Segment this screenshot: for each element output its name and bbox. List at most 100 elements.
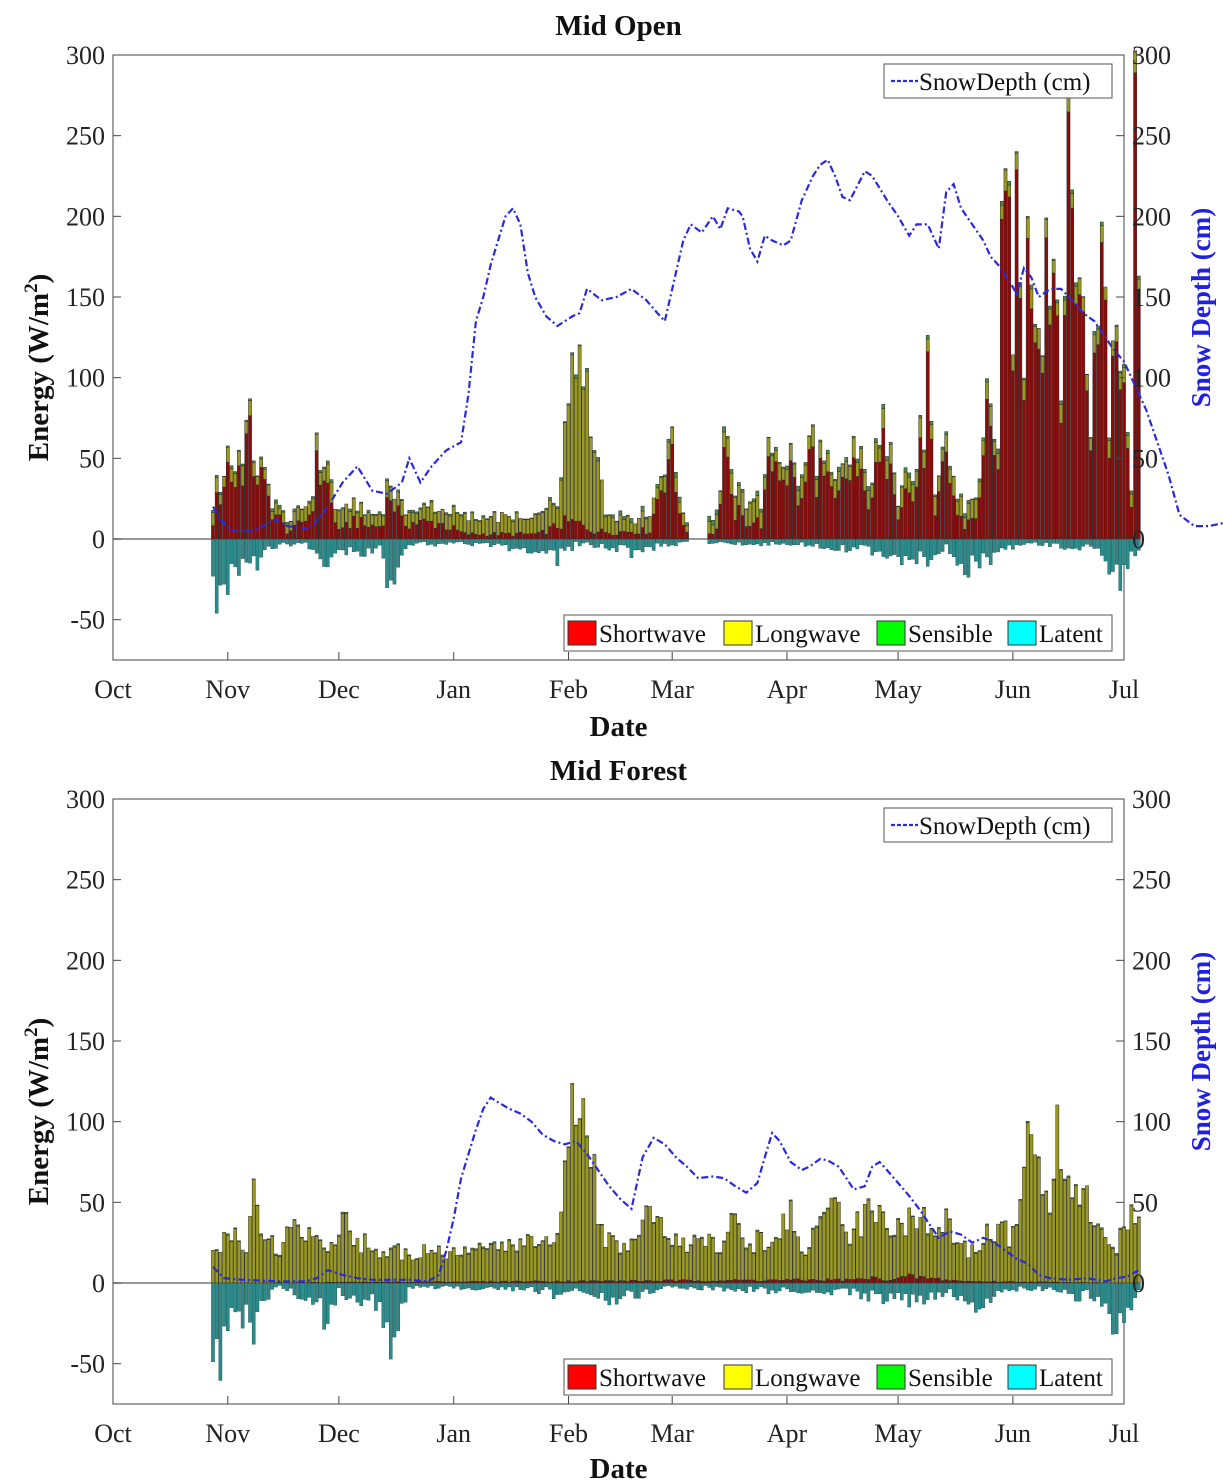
shortwave-bar [622,531,626,540]
y-tick-label: 150 [66,283,105,312]
sensible-bar [374,514,378,516]
shortwave-bar [929,438,934,540]
sensible-bar [1099,1227,1104,1230]
latent-bar [481,538,486,544]
latent-bar [481,1282,486,1289]
longwave-bar [714,1252,719,1282]
longwave-bar [414,513,419,525]
longwave-bar [1048,308,1052,326]
latent-bar [429,1282,434,1286]
shortwave-bar [533,533,537,540]
shortwave-bar [874,1276,878,1284]
longwave-bar [566,404,571,522]
latent-bar [426,538,430,546]
sensible-bar [655,1216,660,1218]
latent-bar [407,1282,412,1288]
sensible-bar [644,1205,649,1207]
shortwave-bar [633,1280,637,1284]
sensible-bar [274,499,278,504]
longwave-bar [985,1224,989,1283]
longwave-bar [637,518,641,535]
shortwave-bar [837,1278,841,1284]
shortwave-bar [303,520,308,540]
latent-bar [1007,538,1011,546]
latent-bar [711,538,715,544]
latent-bar [340,538,345,551]
sensible-bar [470,511,475,514]
latent-bar [500,1282,504,1288]
sensible-bar [611,514,615,518]
latent-bar [781,1282,786,1288]
longwave-bar [929,424,934,440]
latent-bar [903,1282,908,1294]
latent-bar [1137,538,1141,551]
sensible-bar [688,1244,693,1246]
longwave-bar [703,1246,708,1282]
shortwave-bar [1070,207,1074,540]
longwave-bar [1074,285,1078,305]
longwave-bar [1033,326,1037,343]
latent-bar [211,538,215,577]
shortwave-bar [696,1280,700,1284]
latent-bar [492,538,497,546]
sensible-bar [851,1228,856,1230]
sensible-bar [925,1233,930,1236]
latent-bar [851,538,856,548]
shortwave-bar [829,486,834,540]
shortwave-bar [899,1276,904,1284]
longwave-bar [955,501,960,516]
latent-bar [507,538,512,552]
longwave-bar [240,1249,245,1284]
latent-bar [259,538,263,558]
longwave-bar [1007,184,1012,198]
latent-bar [251,1282,256,1345]
longwave-bar [392,1246,397,1283]
sensible-bar [229,1240,234,1242]
longwave-bar [959,1243,963,1282]
sensible-bar [670,426,675,428]
shortwave-bar [729,493,734,540]
sensible-bar [862,469,867,473]
latent-bar [1111,1282,1115,1335]
latent-bar [733,538,737,545]
sensible-bar [1125,432,1130,436]
latent-bar [566,538,571,547]
shortwave-bar [825,471,830,540]
shortwave-bar [277,514,282,540]
sensible-bar [1048,1212,1052,1215]
shortwave-bar [833,497,837,540]
sensible-bar [977,478,982,483]
longwave-bar [244,421,249,434]
latent-bar [396,1282,400,1332]
longwave-bar [918,1217,923,1277]
latent-bar [303,1282,308,1301]
shortwave-bar [359,517,363,540]
shortwave-bar [881,1280,886,1284]
sensible-bar [1014,151,1019,154]
y-axis-label-sup: 2 [21,283,42,293]
latent-legend-swatch [1007,1364,1037,1390]
shortwave-bar [537,1280,541,1284]
longwave-bar [970,499,974,519]
sensible-bar [796,485,800,491]
latent-bar [233,538,237,568]
longwave-bar [225,447,230,463]
latent-bar [744,538,749,545]
sensible-bar [414,511,419,514]
latent-bar [544,538,549,554]
latent-bar [1014,1282,1019,1292]
latent-bar [540,1282,545,1291]
shortwave-bar [948,483,952,540]
latent-bar [1085,1282,1089,1290]
shortwave-bar [425,520,430,540]
longwave-bar [270,511,275,520]
longwave-bar [603,516,608,533]
y2-tick-label: 0 [1132,525,1145,554]
shortwave-bar [592,533,597,540]
latent-bar [281,538,286,543]
longwave-bar [522,1246,526,1283]
longwave-bar [655,1216,660,1282]
shortwave-bar [655,498,660,540]
sensible-bar [551,502,556,506]
latent-bar [337,1282,341,1289]
